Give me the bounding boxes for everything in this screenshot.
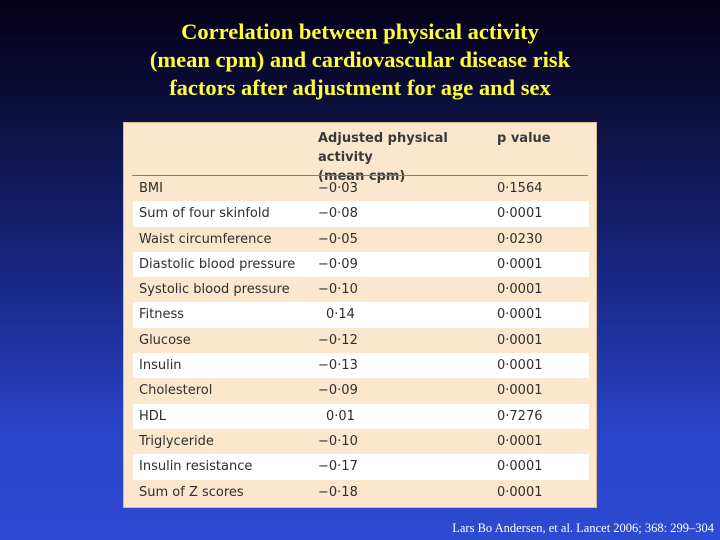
activity-correlation-cell: −0·09	[318, 383, 358, 399]
p-value-cell: 0·0001	[497, 332, 543, 348]
p-value-cell: 0·1564	[497, 181, 543, 196]
p-value-cell: 0·0001	[497, 484, 543, 500]
activity-correlation-cell: −0·10	[318, 433, 358, 449]
activity-correlation-cell: −0·09	[318, 256, 358, 272]
risk-factor-cell: Glucose	[139, 332, 191, 348]
risk-factor-cell: Sum of four skinfold	[139, 206, 270, 222]
correlation-table: Adjusted physical activity (mean cpm) p …	[123, 122, 597, 508]
activity-correlation-cell: −0·03	[318, 181, 358, 196]
table-row: Fitness 0·14 0·0001	[133, 302, 589, 328]
header-p-value: p value	[497, 131, 551, 146]
p-value-cell: 0·0001	[497, 358, 543, 374]
risk-factor-cell: Waist circumference	[139, 231, 272, 247]
risk-factor-cell: Fitness	[139, 307, 185, 323]
table-row: Sum of four skinfold −0·08 0·0001	[133, 201, 589, 227]
header-activity-line-1: Adjusted physical activity	[318, 131, 448, 165]
risk-factor-cell: HDL	[139, 408, 167, 424]
table-row: Waist circumference −0·05 0·0230	[133, 227, 589, 252]
risk-factor-cell: Systolic blood pressure	[139, 282, 290, 298]
header-activity-line-2: (mean cpm)	[318, 169, 406, 184]
activity-correlation-cell: −0·05	[318, 231, 358, 247]
slide-title: Correlation between physical activity (m…	[0, 18, 720, 102]
p-value-cell: 0·0001	[497, 459, 543, 475]
p-value-cell: 0·0230	[497, 231, 543, 247]
risk-factor-cell: Insulin	[139, 358, 182, 374]
risk-factor-cell: Insulin resistance	[139, 459, 253, 475]
activity-correlation-cell: −0·10	[318, 282, 358, 298]
header-adjusted-activity: Adjusted physical activity (mean cpm)	[318, 129, 488, 186]
p-value-cell: 0·0001	[497, 256, 543, 272]
activity-correlation-cell: −0·18	[318, 484, 358, 500]
p-value-cell: 0·0001	[497, 433, 543, 449]
p-value-cell: 0·0001	[497, 383, 543, 399]
risk-factor-cell: Cholesterol	[139, 383, 213, 399]
p-value-cell: 0·0001	[497, 206, 543, 222]
table-row: BMI −0·03 0·1564	[133, 176, 589, 201]
header-divider	[132, 175, 588, 176]
p-value-cell: 0·7276	[497, 408, 543, 424]
slide-title-line-2: (mean cpm) and cardiovascular disease ri…	[149, 47, 571, 72]
risk-factor-cell: BMI	[139, 181, 163, 196]
risk-factor-cell: Triglyceride	[139, 433, 214, 449]
activity-correlation-cell: −0·12	[318, 332, 358, 348]
activity-correlation-cell: 0·01	[326, 408, 355, 424]
table-row: Cholesterol −0·09 0·0001	[133, 378, 589, 403]
activity-correlation-cell: −0·13	[318, 358, 358, 374]
activity-correlation-cell: −0·08	[318, 206, 358, 222]
table-body: BMI −0·03 0·1564 Sum of four skinfold −0·08 0…	[133, 176, 589, 505]
activity-correlation-cell: −0·17	[318, 459, 358, 475]
p-value-cell: 0·0001	[497, 282, 543, 298]
risk-factor-cell: Sum of Z scores	[139, 484, 244, 500]
table-row: Systolic blood pressure −0·10 0·0001	[133, 277, 589, 302]
activity-correlation-cell: 0·14	[326, 307, 355, 323]
table-row: Diastolic blood pressure −0·09 0·0001	[133, 251, 589, 278]
table-row: HDL 0·01 0·7276	[133, 403, 589, 429]
table-row: Glucose −0·12 0·0001	[133, 328, 589, 353]
slide-title-line-1: Correlation between physical activity	[181, 19, 539, 44]
p-value-cell: 0·0001	[497, 307, 543, 323]
risk-factor-cell: Diastolic blood pressure	[139, 256, 296, 272]
table-row: Insulin −0·13 0·0001	[133, 353, 589, 379]
table-row: Sum of Z scores −0·18 0·0001	[133, 480, 589, 505]
table-row: Insulin resistance −0·17 0·0001	[133, 454, 589, 480]
slide-title-line-3: factors after adjustment for age and sex	[169, 75, 551, 100]
citation: Lars Bo Andersen, et al. Lancet 2006; 36…	[452, 521, 714, 535]
table-row: Triglyceride −0·10 0·0001	[133, 429, 589, 454]
